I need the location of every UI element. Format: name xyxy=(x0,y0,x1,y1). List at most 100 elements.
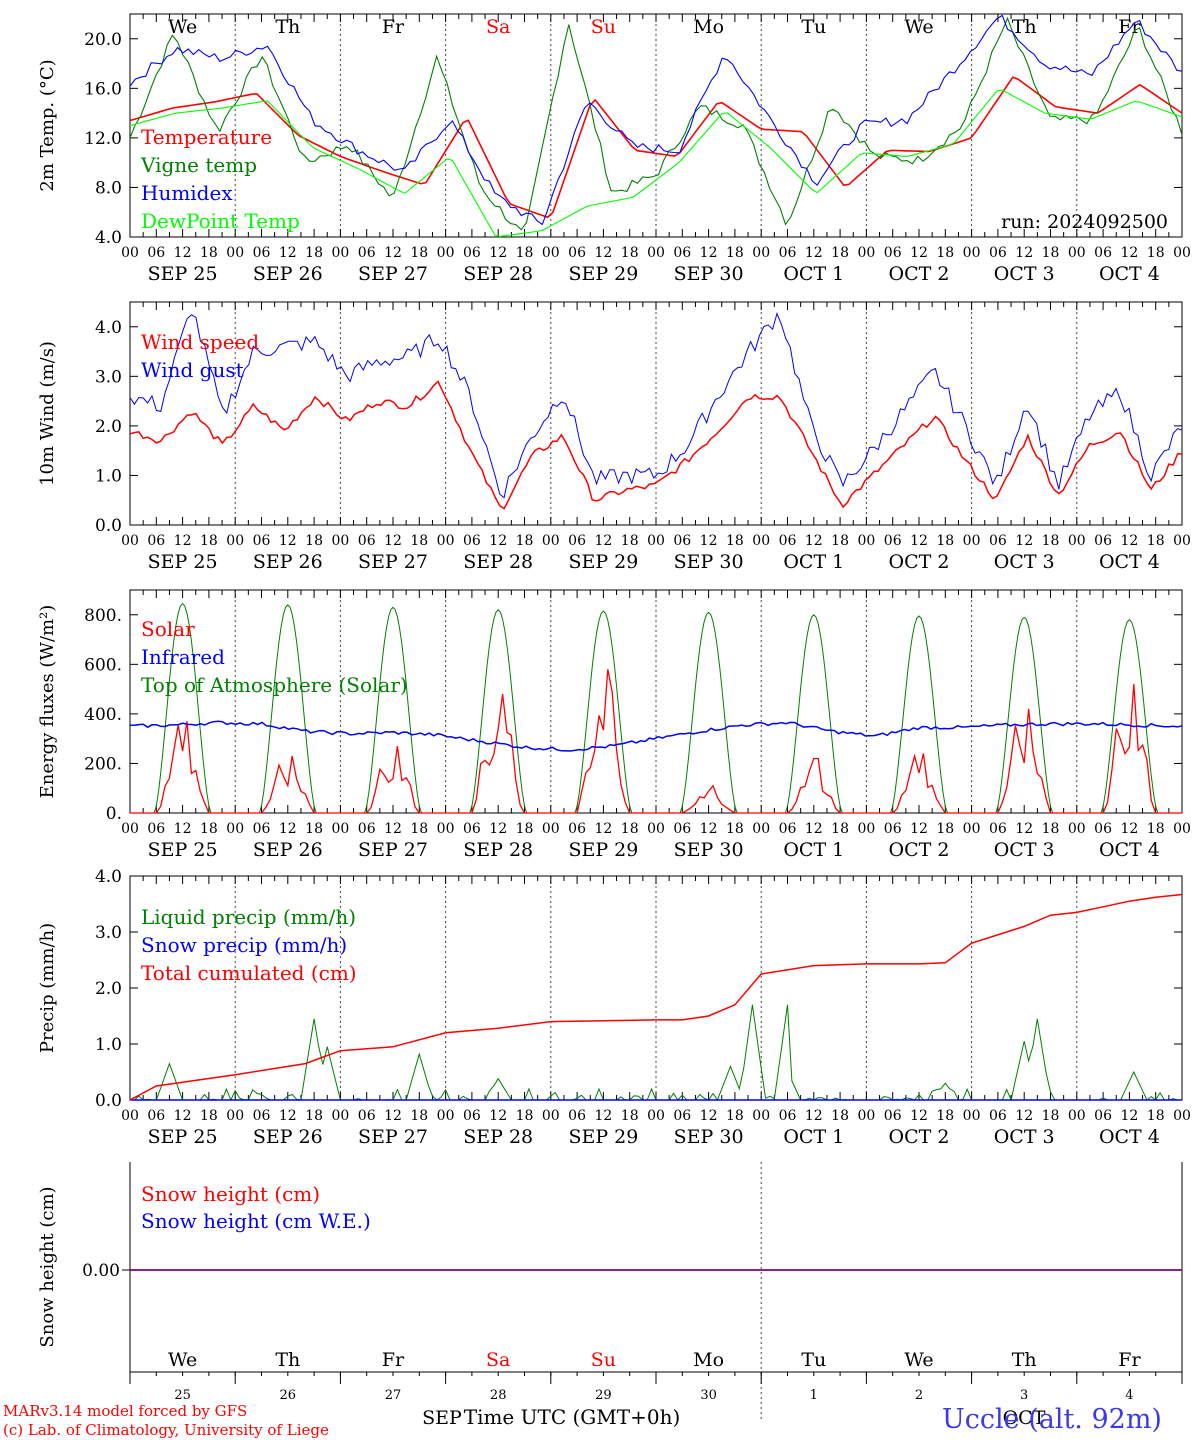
date-label: SEP 28 xyxy=(463,839,533,861)
hour-tick-label: 18 xyxy=(410,533,428,549)
hour-tick-label: 12 xyxy=(594,821,612,837)
y-tick-label: 2.0 xyxy=(95,979,122,999)
y-tick-label: 0.00 xyxy=(82,1261,120,1281)
date-label: SEP 29 xyxy=(568,839,638,861)
series-line xyxy=(129,16,1183,231)
hour-tick-label: 18 xyxy=(305,1108,323,1124)
hour-tick-label: 06 xyxy=(358,821,376,837)
date-label: OCT 4 xyxy=(1099,839,1160,861)
date-label: SEP 29 xyxy=(568,263,638,285)
hour-tick-label: 00 xyxy=(647,1108,665,1124)
month-label-oct: OCT xyxy=(1003,1407,1046,1429)
date-label: SEP 28 xyxy=(463,1126,533,1148)
hour-tick-label: 18 xyxy=(726,821,744,837)
legend-wind-gust: Wind gust xyxy=(141,358,244,382)
date-label: OCT 3 xyxy=(994,1126,1055,1148)
hour-tick-label: 00 xyxy=(752,245,770,261)
temperature-panel: 4.0 8.0 12.0 16.0 20.0 2m Temp. (°C) 00 06 12 18 S… xyxy=(37,13,1191,285)
hour-tick-label: 18 xyxy=(936,533,954,549)
hour-tick-label: 06 xyxy=(779,821,797,837)
hour-tick-label: 18 xyxy=(726,533,744,549)
date-label: SEP 29 xyxy=(568,551,638,573)
day-label: Su xyxy=(591,16,616,38)
y-tick-label: 3.0 xyxy=(95,923,122,943)
hour-tick-label: 06 xyxy=(673,533,691,549)
date-label: SEP 28 xyxy=(463,551,533,573)
date-label: SEP 27 xyxy=(358,839,428,861)
hour-tick-label: 12 xyxy=(489,533,507,549)
legend-snow-height-cm-: Snow height (cm) xyxy=(141,1182,320,1206)
hour-tick-label: 00 xyxy=(1173,245,1191,261)
hour-tick-label: 00 xyxy=(121,245,139,261)
hour-tick-label: 18 xyxy=(831,821,849,837)
day-number: 4 xyxy=(1125,1388,1133,1403)
energy-panel: 0. 200. 400. 600. 800. Energy fluxes (W/m²) 00… xyxy=(37,589,1191,861)
hour-tick-label: 12 xyxy=(1120,1108,1138,1124)
y-tick-label: 200. xyxy=(84,754,122,774)
hour-tick-label: 00 xyxy=(857,533,875,549)
hour-tick-label: 00 xyxy=(226,245,244,261)
y-tick-label: 0.0 xyxy=(95,516,122,536)
date-label: OCT 1 xyxy=(783,551,844,573)
day-number: 26 xyxy=(280,1388,297,1403)
y-axis-label: 10m Wind (m/s) xyxy=(37,341,58,486)
y-tick-label: 800. xyxy=(84,606,122,626)
hour-tick-label: 18 xyxy=(831,533,849,549)
legend-temperature: Temperature xyxy=(141,125,272,149)
legend-liquid-precip-mm-h-: Liquid precip (mm/h) xyxy=(141,905,356,929)
date-label: OCT 4 xyxy=(1099,1126,1160,1148)
date-label: OCT 2 xyxy=(889,551,950,573)
hour-tick-label: 00 xyxy=(857,821,875,837)
hour-tick-label: 06 xyxy=(147,1108,165,1124)
hour-tick-label: 12 xyxy=(384,245,402,261)
series-line xyxy=(129,14,1183,226)
day-label: Tu xyxy=(801,1349,826,1371)
hour-tick-label: 12 xyxy=(489,1108,507,1124)
hour-tick-label: 00 xyxy=(437,533,455,549)
hour-tick-label: 06 xyxy=(884,533,902,549)
hour-tick-label: 12 xyxy=(805,245,823,261)
date-label: SEP 27 xyxy=(358,1126,428,1148)
hour-tick-label: 12 xyxy=(1015,533,1033,549)
y-axis-label: Precip (mm/h) xyxy=(37,923,58,1053)
hour-tick-label: 12 xyxy=(174,533,192,549)
infrared-line xyxy=(129,720,1183,752)
day-number: 30 xyxy=(700,1388,717,1403)
date-label: OCT 3 xyxy=(994,839,1055,861)
hour-tick-label: 06 xyxy=(253,533,271,549)
date-label: OCT 1 xyxy=(783,263,844,285)
hour-tick-label: 18 xyxy=(1042,245,1060,261)
legend-dewpoint-temp: DewPoint Temp xyxy=(141,209,300,233)
hour-tick-label: 06 xyxy=(463,821,481,837)
hour-tick-label: 18 xyxy=(621,533,639,549)
hour-tick-label: 12 xyxy=(279,821,297,837)
hour-tick-label: 00 xyxy=(121,533,139,549)
y-tick-label: 4.0 xyxy=(95,318,122,338)
hour-tick-label: 18 xyxy=(1042,533,1060,549)
date-label: OCT 2 xyxy=(889,263,950,285)
hour-tick-label: 12 xyxy=(805,533,823,549)
hour-tick-label: 18 xyxy=(1042,1108,1060,1124)
footer-model-line: MARv3.14 model forced by GFS xyxy=(3,1402,247,1420)
hour-tick-label: 00 xyxy=(963,821,981,837)
hour-tick-label: 06 xyxy=(358,1108,376,1124)
hour-tick-label: 12 xyxy=(174,821,192,837)
hour-tick-label: 06 xyxy=(253,821,271,837)
hour-tick-label: 12 xyxy=(279,533,297,549)
hour-tick-label: 06 xyxy=(989,821,1007,837)
hour-tick-label: 18 xyxy=(516,821,534,837)
day-number: 1 xyxy=(810,1388,818,1403)
hour-tick-label: 06 xyxy=(253,245,271,261)
day-label: We xyxy=(168,16,197,38)
hour-tick-label: 18 xyxy=(621,1108,639,1124)
date-label: OCT 4 xyxy=(1099,263,1160,285)
day-label: Tu xyxy=(801,16,826,38)
hour-tick-label: 18 xyxy=(200,821,218,837)
hour-tick-label: 00 xyxy=(752,533,770,549)
hour-tick-label: 06 xyxy=(989,245,1007,261)
hour-tick-label: 00 xyxy=(752,1108,770,1124)
hour-tick-label: 06 xyxy=(779,1108,797,1124)
hour-tick-label: 00 xyxy=(331,245,349,261)
day-label: Sa xyxy=(486,16,510,38)
hour-tick-label: 00 xyxy=(963,1108,981,1124)
